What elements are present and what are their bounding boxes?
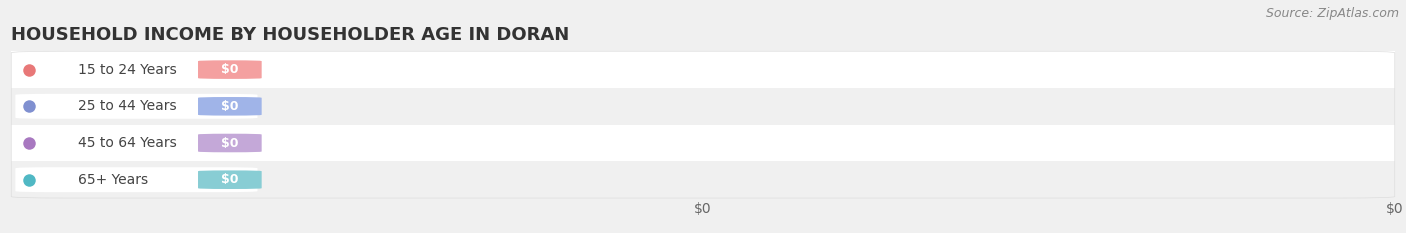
FancyBboxPatch shape: [15, 167, 257, 192]
FancyBboxPatch shape: [198, 97, 262, 116]
Text: $0: $0: [221, 63, 239, 76]
FancyBboxPatch shape: [11, 51, 1395, 198]
Text: 45 to 64 Years: 45 to 64 Years: [77, 136, 176, 150]
Text: HOUSEHOLD INCOME BY HOUSEHOLDER AGE IN DORAN: HOUSEHOLD INCOME BY HOUSEHOLDER AGE IN D…: [11, 26, 569, 44]
FancyBboxPatch shape: [11, 51, 1395, 88]
FancyBboxPatch shape: [11, 88, 1395, 125]
FancyBboxPatch shape: [198, 170, 262, 189]
Text: 15 to 24 Years: 15 to 24 Years: [77, 63, 176, 77]
FancyBboxPatch shape: [15, 94, 257, 119]
FancyBboxPatch shape: [198, 134, 262, 152]
FancyBboxPatch shape: [11, 161, 1395, 198]
Text: Source: ZipAtlas.com: Source: ZipAtlas.com: [1265, 7, 1399, 20]
Text: $0: $0: [221, 173, 239, 186]
FancyBboxPatch shape: [15, 57, 257, 82]
Text: 65+ Years: 65+ Years: [77, 173, 148, 187]
FancyBboxPatch shape: [11, 125, 1395, 161]
FancyBboxPatch shape: [198, 60, 262, 79]
Text: $0: $0: [221, 137, 239, 150]
Text: 25 to 44 Years: 25 to 44 Years: [77, 99, 176, 113]
Text: $0: $0: [221, 100, 239, 113]
FancyBboxPatch shape: [15, 130, 257, 155]
